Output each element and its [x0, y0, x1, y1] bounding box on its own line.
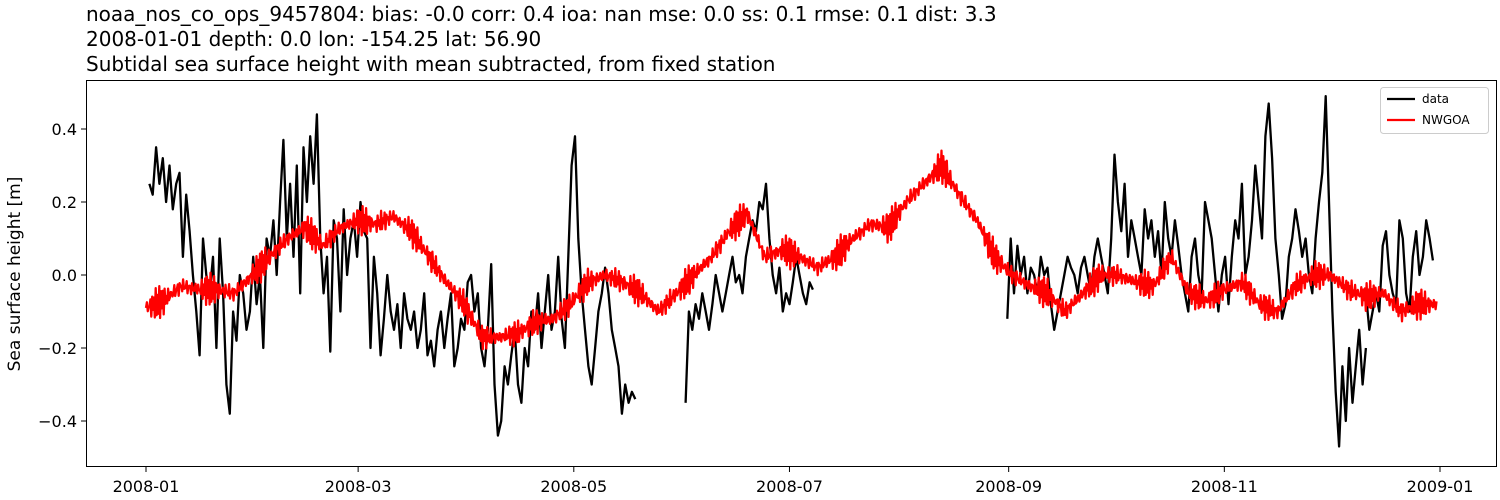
x-tick-label: 2008-07 — [756, 477, 823, 496]
plot-frame — [86, 80, 1497, 467]
data-series-line — [148, 113, 637, 437]
series-layer — [144, 95, 1438, 448]
data-series-line — [1006, 95, 1368, 448]
chart-title-description: Subtidal sea surface height with mean su… — [86, 52, 776, 76]
y-axis: −0.4 −0.2 0.0 0.2 0.4 — [38, 120, 87, 431]
x-tick-label: 2009-01 — [1407, 477, 1474, 496]
y-tick-label: 0.2 — [52, 193, 77, 212]
nwgoa-series-line — [144, 149, 1438, 351]
chart-title-stats: noaa_nos_co_ops_9457804: bias: -0.0 corr… — [86, 2, 997, 26]
y-tick-label: 0.4 — [52, 120, 77, 139]
chart-title-location: 2008-01-01 depth: 0.0 lon: -154.25 lat: … — [86, 27, 542, 51]
x-tick-label: 2008-09 — [975, 477, 1042, 496]
y-tick-label: −0.4 — [38, 412, 77, 431]
legend-data-label: data — [1422, 92, 1449, 106]
legend: data NWGOA — [1380, 87, 1489, 134]
y-tick-label: −0.2 — [38, 339, 77, 358]
x-tick-label: 2008-03 — [325, 477, 392, 496]
data-series-line — [684, 182, 814, 403]
y-axis-label: Sea surface height [m] — [5, 177, 25, 372]
x-tick-label: 2008-11 — [1191, 477, 1258, 496]
x-tick-label: 2008-05 — [540, 477, 607, 496]
y-tick-label: 0.0 — [52, 266, 77, 285]
x-tick-label: 2008-01 — [113, 477, 180, 496]
legend-model-label: NWGOA — [1422, 113, 1470, 127]
x-axis: 2008-01 2008-03 2008-05 2008-07 2008-09 2008-… — [113, 466, 1474, 496]
